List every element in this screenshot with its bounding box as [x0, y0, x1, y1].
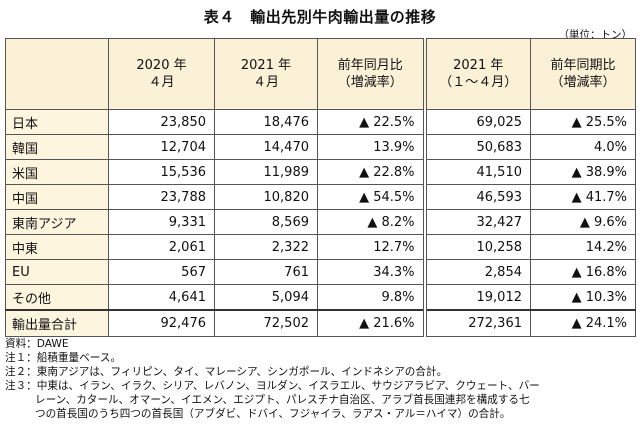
cell-2020-april: 567: [108, 259, 215, 285]
cell-yoy-period: 14.2%: [530, 234, 636, 260]
cell-yoy-month: ▲ 21.6%: [317, 309, 425, 337]
cell-2021-jan-apr: 41,510: [422, 159, 531, 185]
header-line: （増減率）: [550, 75, 616, 90]
cell-2021-jan-apr: 50,683: [422, 134, 531, 160]
cell-yoy-month: 34.3%: [317, 259, 425, 285]
cell-yoy-month: 12.7%: [317, 234, 425, 260]
header-line: ４月: [252, 75, 279, 90]
row-label: 中東: [5, 234, 109, 260]
cell-yoy-period: ▲ 41.7%: [530, 184, 636, 210]
header-line: （増減率）: [337, 75, 403, 90]
source-note: 資料：DAWE: [5, 338, 69, 350]
header-corner: [5, 38, 109, 110]
table-row: 中国 23,788 10,820 ▲ 54.5% 46,593 ▲ 41.7%: [5, 184, 636, 210]
row-label: 輸出量合計: [5, 309, 109, 337]
header-line: 前年同月比: [337, 58, 403, 73]
cell-2021-jan-apr: 272,361: [422, 309, 531, 337]
row-label: 中国: [5, 184, 109, 210]
header-2020-april: 2020 年 ４月: [108, 38, 215, 110]
table-row: 東南アジア 9,331 8,569 ▲ 8.2% 32,427 ▲ 9.6%: [5, 209, 636, 235]
cell-2021-april: 14,470: [214, 134, 318, 160]
header-line: （１～４月）: [439, 75, 518, 90]
header-yoy-month: 前年同月比 （増減率）: [317, 38, 425, 110]
row-label: EU: [5, 259, 109, 285]
header-line: 2021 年: [240, 58, 292, 73]
cell-2020-april: 4,641: [108, 284, 215, 311]
note-3-continued: レーン、カタール、オマーン、イエメン、エジプト、パレスチナ自治区、アラブ首長国連…: [35, 394, 530, 406]
cell-2020-april: 2,061: [108, 234, 215, 260]
cell-yoy-period: ▲ 10.3%: [530, 284, 636, 311]
cell-2021-april: 11,989: [214, 159, 318, 185]
cell-yoy-month: ▲ 54.5%: [317, 184, 425, 210]
cell-2021-april: 761: [214, 259, 318, 285]
cell-2021-april: 10,820: [214, 184, 318, 210]
export-table: 2020 年 ４月 2021 年 ４月 前年同月比 （増減率） 2021 年 （…: [5, 38, 636, 337]
cell-2021-jan-apr: 69,025: [422, 109, 531, 135]
cell-yoy-period: ▲ 38.9%: [530, 159, 636, 185]
cell-2021-jan-apr: 19,012: [422, 284, 531, 311]
table-row: EU 567 761 34.3% 2,854 ▲ 16.8%: [5, 259, 636, 285]
cell-2021-april: 18,476: [214, 109, 318, 135]
cell-yoy-period: ▲ 24.1%: [530, 309, 636, 337]
cell-2020-april: 9,331: [108, 209, 215, 235]
note-1: 注１：船積重量ベース。: [5, 352, 122, 364]
header-line: 2021 年: [453, 58, 504, 73]
table-row: その他 4,641 5,094 9.8% 19,012 ▲ 10.3%: [5, 284, 636, 311]
row-label: その他: [5, 284, 109, 311]
cell-2021-jan-apr: 2,854: [422, 259, 531, 285]
cell-yoy-period: ▲ 16.8%: [530, 259, 636, 285]
cell-2021-april: 2,322: [214, 234, 318, 260]
header-2021-jan-apr: 2021 年 （１～４月）: [422, 38, 531, 110]
table-row: 日本 23,850 18,476 ▲ 22.5% 69,025 ▲ 25.5%: [5, 109, 636, 135]
cell-yoy-month: ▲ 8.2%: [317, 209, 425, 235]
cell-2020-april: 23,788: [108, 184, 215, 210]
note-3: 注３：中東は、イラン、イラク、シリア、レバノン、ヨルダン、イスラエル、サウジアラ…: [5, 380, 540, 392]
cell-2020-april: 92,476: [108, 309, 215, 337]
table-title: 表４ 輸出先別牛肉輸出量の推移: [203, 8, 437, 26]
footnotes: 資料：DAWE 注１：船積重量ベース。 注２：東南アジアは、フィリピン、タイ、マ…: [5, 337, 635, 421]
row-label: 米国: [5, 159, 109, 185]
header-row: 2020 年 ４月 2021 年 ４月 前年同月比 （増減率） 2021 年 （…: [5, 38, 636, 110]
cell-yoy-month: 9.8%: [317, 284, 425, 311]
row-label: 東南アジア: [5, 209, 109, 235]
cell-2020-april: 12,704: [108, 134, 215, 160]
cell-yoy-period: ▲ 9.6%: [530, 209, 636, 235]
cell-2020-april: 23,850: [108, 109, 215, 135]
cell-2021-jan-apr: 46,593: [422, 184, 531, 210]
cell-yoy-month: ▲ 22.8%: [317, 159, 425, 185]
table-row: 中東 2,061 2,322 12.7% 10,258 14.2%: [5, 234, 636, 260]
cell-yoy-period: 4.0%: [530, 134, 636, 160]
row-label: 日本: [5, 109, 109, 135]
header-2021-april: 2021 年 ４月: [214, 38, 318, 110]
total-row: 輸出量合計 92,476 72,502 ▲ 21.6% 272,361 ▲ 24…: [5, 309, 636, 337]
row-label: 韓国: [5, 134, 109, 160]
table-row: 韓国 12,704 14,470 13.9% 50,683 4.0%: [5, 134, 636, 160]
cell-2021-jan-apr: 32,427: [422, 209, 531, 235]
cell-2021-april: 72,502: [214, 309, 318, 337]
cell-2021-april: 5,094: [214, 284, 318, 311]
table-row: 米国 15,536 11,989 ▲ 22.8% 41,510 ▲ 38.9%: [5, 159, 636, 185]
header-yoy-period: 前年同期比 （増減率）: [530, 38, 636, 110]
header-line: ４月: [148, 75, 175, 90]
note-3-continued: つの首長国のうち四つの首長国（アブダビ、ドバイ、フジャイラ、ラアス・アル＝ハイマ…: [35, 408, 511, 420]
cell-2021-jan-apr: 10,258: [422, 234, 531, 260]
cell-2021-april: 8,569: [214, 209, 318, 235]
cell-2020-april: 15,536: [108, 159, 215, 185]
header-line: 前年同期比: [550, 58, 616, 73]
cell-yoy-month: ▲ 22.5%: [317, 109, 425, 135]
note-2: 注２：東南アジアは、フィリピン、タイ、マレーシア、シンガポール、インドネシアの合…: [5, 366, 448, 378]
header-line: 2020 年: [136, 58, 187, 73]
cell-yoy-period: ▲ 25.5%: [530, 109, 636, 135]
cell-yoy-month: 13.9%: [317, 134, 425, 160]
